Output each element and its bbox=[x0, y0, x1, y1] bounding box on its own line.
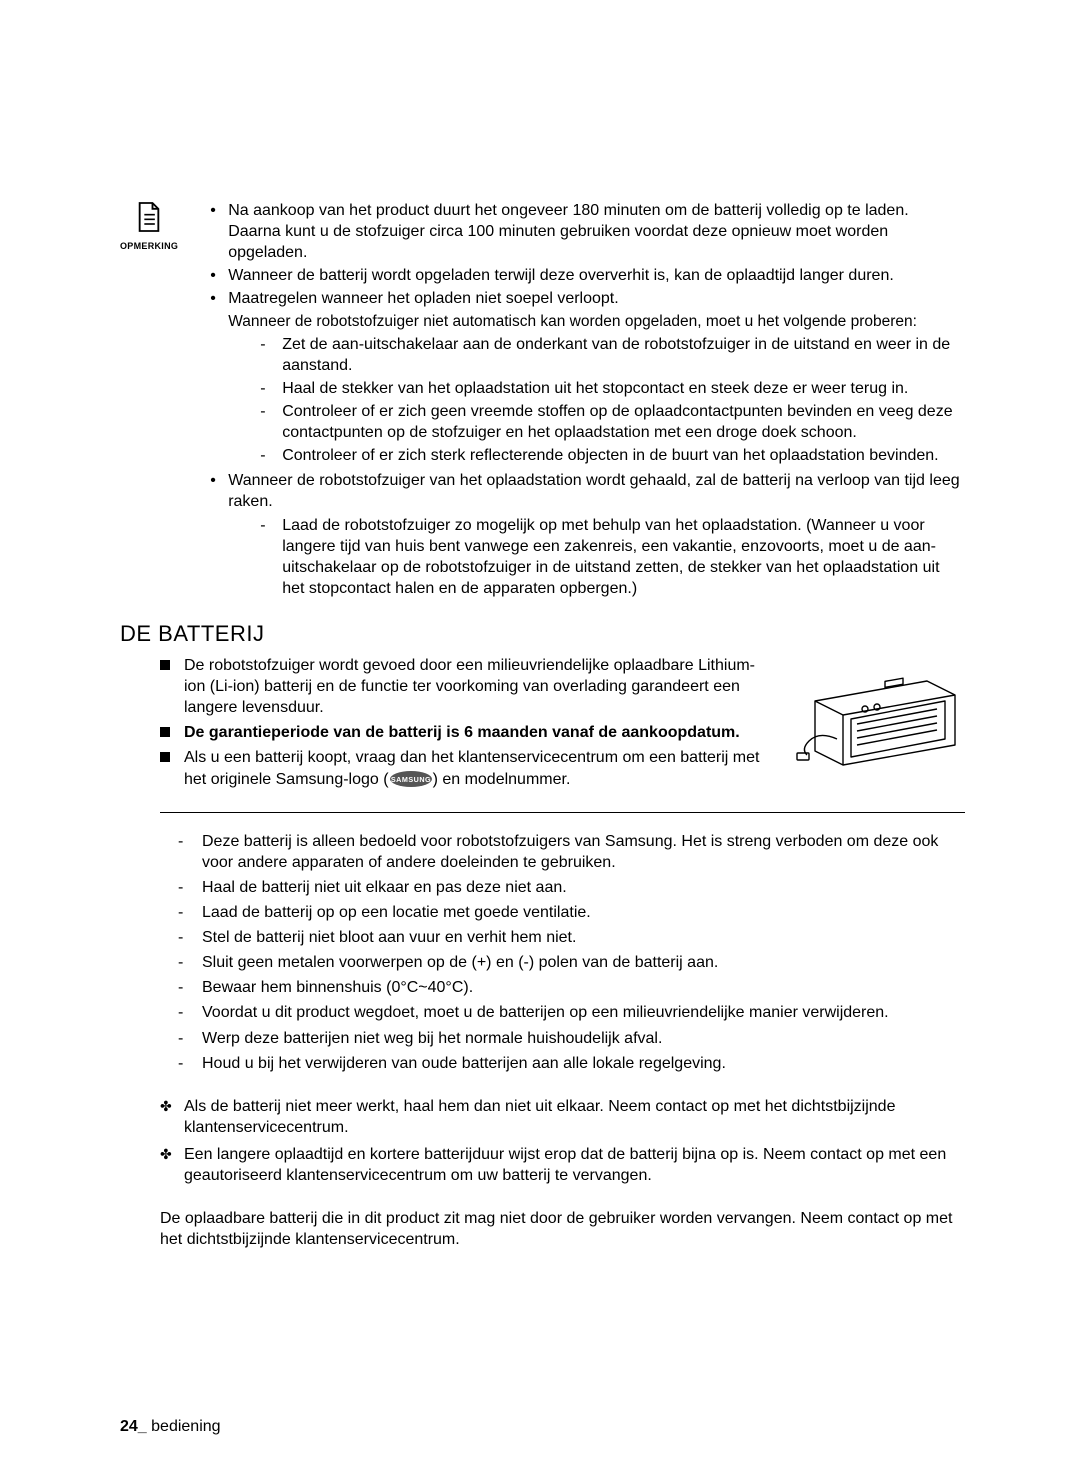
note-bullet: Wanneer de batterij wordt opgeladen terw… bbox=[208, 265, 965, 286]
warning-item: Houd u bij het verwijderen van oude batt… bbox=[178, 1053, 965, 1074]
note-dash: Zet de aan-uitschakelaar aan de onderkan… bbox=[258, 334, 965, 376]
service-notes: Als de batterij niet meer werkt, haal he… bbox=[120, 1096, 965, 1186]
warning-item: Stel de batterij niet bloot aan vuur en … bbox=[178, 927, 965, 948]
note-sub-intro: Wanneer de robotstofzuiger niet automati… bbox=[208, 312, 965, 332]
note-dash: Controleer of er zich sterk reflecterend… bbox=[258, 445, 965, 466]
page-footer: 24_ bediening bbox=[120, 1418, 221, 1436]
note-bullets: Na aankoop van het product duurt het ong… bbox=[208, 200, 965, 310]
document-icon bbox=[135, 221, 163, 238]
service-item: Een langere oplaadtijd en kortere batter… bbox=[160, 1144, 965, 1186]
battery-warnings: Deze batterij is alleen bedoeld voor rob… bbox=[120, 831, 965, 1074]
warning-item: Deze batterij is alleen bedoeld voor rob… bbox=[178, 831, 965, 873]
battery-section: De robotstofzuiger wordt gevoed door een… bbox=[120, 655, 965, 794]
warning-item: Sluit geen metalen voorwerpen op de (+) … bbox=[178, 952, 965, 973]
note-bullet: Wanneer de robotstofzuiger van het oplaa… bbox=[208, 470, 965, 512]
note-dash: Haal de stekker van het oplaadstation ui… bbox=[258, 378, 965, 399]
warning-item: Laad de batterij op op een locatie met g… bbox=[178, 902, 965, 923]
battery-squares: De robotstofzuiger wordt gevoed door een… bbox=[120, 655, 765, 790]
warning-item: Haal de batterij niet uit elkaar en pas … bbox=[178, 877, 965, 898]
warning-item: Bewaar hem binnenshuis (0°C~40°C). bbox=[178, 977, 965, 998]
square-item: De robotstofzuiger wordt gevoed door een… bbox=[160, 655, 765, 718]
warning-item: Voordat u dit product wegdoet, moet u de… bbox=[178, 1002, 965, 1023]
warning-item: Werp deze batterijen niet weg bij het no… bbox=[178, 1028, 965, 1049]
note-icon-column: OPMERKING bbox=[120, 200, 178, 251]
note-bullet: Na aankoop van het product duurt het ong… bbox=[208, 200, 965, 263]
closing-paragraph: De oplaadbare batterij die in dit produc… bbox=[120, 1208, 965, 1250]
note-bullet: Maatregelen wanneer het opladen niet soe… bbox=[208, 288, 965, 309]
manual-page: OPMERKING Na aankoop van het product duu… bbox=[0, 0, 1080, 1472]
svg-text:SAMSUNG: SAMSUNG bbox=[390, 775, 430, 784]
divider bbox=[160, 812, 965, 813]
service-item: Als de batterij niet meer werkt, haal he… bbox=[160, 1096, 965, 1138]
note-label: OPMERKING bbox=[120, 241, 178, 251]
note-dash: Controleer of er zich geen vreemde stoff… bbox=[258, 401, 965, 443]
note-sub-dashes: Zet de aan-uitschakelaar aan de onderkan… bbox=[208, 334, 965, 467]
battery-illustration bbox=[785, 655, 965, 774]
note-dash: Laad de robotstofzuiger zo mogelijk op m… bbox=[258, 515, 965, 599]
square-text-post: ) en modelnummer. bbox=[433, 771, 571, 788]
square-item-logo: Als u een batterij koopt, vraag dan het … bbox=[160, 747, 765, 789]
page-number: 24_ bbox=[120, 1418, 147, 1435]
samsung-logo-icon: SAMSUNG bbox=[389, 770, 433, 788]
footer-section: bediening bbox=[151, 1418, 220, 1435]
note-block: OPMERKING Na aankoop van het product duu… bbox=[120, 200, 965, 603]
square-item-bold: De garantieperiode van de batterij is 6 … bbox=[160, 722, 765, 743]
note-bullets-2: Wanneer de robotstofzuiger van het oplaa… bbox=[208, 470, 965, 512]
section-heading: DE BATTERIJ bbox=[120, 621, 965, 647]
note-content: Na aankoop van het product duurt het ong… bbox=[208, 200, 965, 603]
note-sub-dashes-2: Laad de robotstofzuiger zo mogelijk op m… bbox=[208, 515, 965, 599]
